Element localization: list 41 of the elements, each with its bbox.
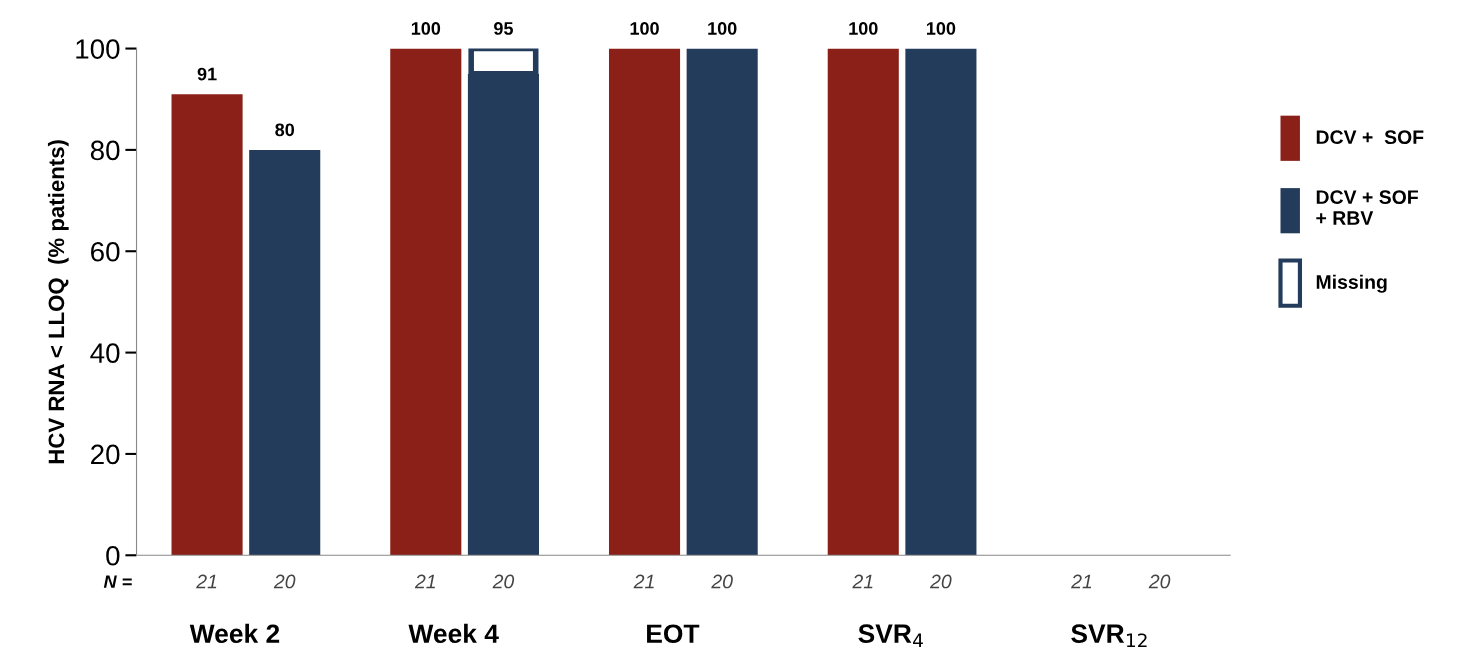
x-tick-label: SVR$_{4}$ xyxy=(858,624,923,648)
y-tick-label: 100 xyxy=(76,39,120,59)
data-label: 95 xyxy=(494,22,513,35)
data-label: 100 xyxy=(411,22,441,35)
bar xyxy=(686,48,758,556)
x-tick-label: Week 4 xyxy=(408,623,499,644)
bar xyxy=(249,149,321,556)
data-label: 80 xyxy=(275,123,295,137)
x-tick-label: EOT xyxy=(647,624,700,644)
y-tick-label: 20 xyxy=(91,444,120,465)
text: 20 xyxy=(492,574,515,589)
x-tick-label: SVR$_{12}$ xyxy=(1071,624,1147,648)
data-label: 100 xyxy=(849,22,878,35)
text: 20 xyxy=(711,574,733,589)
text: 20 xyxy=(1148,574,1171,589)
data-label: 100 xyxy=(926,22,956,35)
text: 20 xyxy=(273,574,296,589)
x-tick-label: Week 2 xyxy=(189,623,280,644)
text: 21 xyxy=(852,574,873,589)
y-tick-label: 0 xyxy=(106,545,120,566)
data-label: 100 xyxy=(708,22,737,35)
text: 21 xyxy=(1071,574,1092,589)
bar xyxy=(905,48,977,556)
data-label: 100 xyxy=(630,22,659,35)
legend-label: DCV + SOF xyxy=(1316,130,1424,145)
text: N = xyxy=(103,575,132,588)
text: 21 xyxy=(414,574,435,589)
y-tick-label: 60 xyxy=(91,241,120,262)
legend-label: DCV + SOF + RBV xyxy=(1316,190,1418,225)
text: 21 xyxy=(633,574,654,589)
bar xyxy=(608,48,681,556)
y-tick-label: 40 xyxy=(90,343,120,363)
legend-label: Missing xyxy=(1316,274,1387,293)
text: 21 xyxy=(196,574,217,589)
bar xyxy=(390,48,462,556)
text: 20 xyxy=(929,574,952,589)
bar xyxy=(171,94,243,556)
bar xyxy=(827,48,899,556)
data-label: 91 xyxy=(197,67,217,81)
y-axis-title: HCV RNA < LLOQ (% patients) xyxy=(47,140,69,464)
y-tick-label: 80 xyxy=(90,140,120,161)
